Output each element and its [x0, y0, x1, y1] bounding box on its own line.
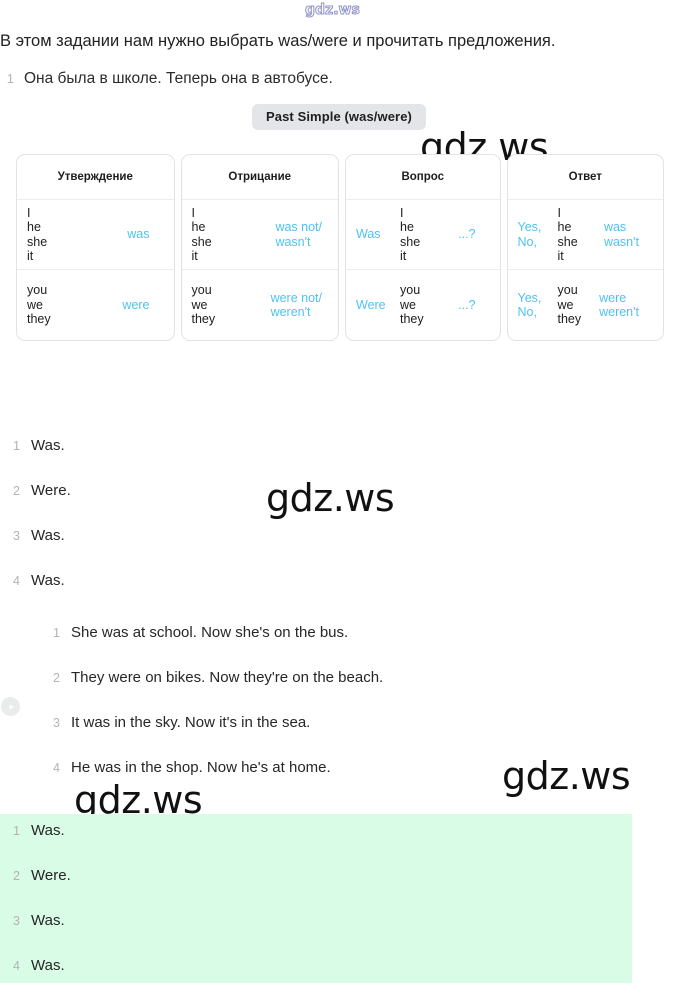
watermark-center: gdz.ws [266, 476, 395, 520]
list-item: 4 He was in the shop. Now he's at home. [48, 759, 383, 804]
yes-no-group: Yes, No, [517, 220, 542, 249]
list-item-text: Was. [31, 822, 65, 839]
list-item-number: 2 [13, 869, 20, 883]
list-item-number: 3 [53, 716, 60, 730]
grammar-header-negative: Отрицание [181, 155, 338, 200]
clipped-sentence: 1 Она была в школе. Теперь она в автобус… [0, 68, 660, 87]
list-item-number: 1 [13, 439, 20, 453]
clipped-sentence-number: 1 [6, 71, 14, 86]
auxiliary-verb: Was [356, 227, 381, 242]
grammar-cell-affirmative-plural: you we they were [17, 270, 174, 340]
list-item: 1 She was at school. Now she's on the bu… [48, 624, 383, 669]
auxiliary-verb: was not/wasn't [275, 220, 322, 249]
list-item-text: Were. [31, 482, 71, 499]
grammar-badge: Past Simple (was/were) [252, 104, 426, 130]
subject-group: you we they [191, 283, 216, 327]
list-item-text: Were. [31, 867, 71, 884]
grammar-header-question: Вопрос [346, 155, 500, 200]
watermark-top: gdz.ws [305, 2, 361, 19]
list-item-text: It was in the sky. Now it's in the sea. [71, 714, 311, 731]
list-item-text: He was in the shop. Now he's at home. [71, 759, 331, 776]
question-ellipsis: ...? [458, 227, 476, 242]
list-item-number: 1 [13, 824, 20, 838]
list-item-number: 4 [53, 761, 60, 775]
list-item-text: Was. [31, 912, 65, 929]
list-item-number: 2 [13, 484, 20, 498]
list-item: 4 Was. [8, 572, 71, 617]
list-item-text: Was. [31, 437, 65, 454]
answers-list-top: 1 Was. 2 Were. 3 Was. 4 Was. [8, 437, 71, 617]
list-item-number: 4 [13, 574, 20, 588]
list-item-text: Was. [31, 527, 65, 544]
highlighted-answer-block [0, 814, 632, 983]
grammar-cell-answer-plural: Yes, No, you we they were weren't [508, 270, 664, 340]
answers-list-bottom: 1 Was. 2 Were. 3 Was. 4 Was. [8, 822, 71, 1002]
grammar-header-affirmative: Утверждение [17, 155, 174, 200]
sentences-list: 1 She was at school. Now she's on the bu… [48, 624, 383, 804]
subject-group: you we they [557, 283, 582, 327]
auxiliary-verb: was [127, 227, 150, 242]
clipped-sentence-text: Она была в школе. Теперь она в автобусе. [24, 70, 333, 87]
list-item: 2 Were. [8, 482, 71, 527]
subject-group: you we they [27, 283, 51, 327]
list-item-number: 3 [13, 529, 20, 543]
auxiliary-verb: were not/weren't [270, 290, 322, 320]
grammar-cell-question-plural: Were you we they ...? [346, 270, 500, 340]
watermark-lower-right: gdz.ws [502, 754, 631, 798]
subject-group: you we they [400, 283, 424, 327]
list-item: 3 It was in the sky. Now it's in the sea… [48, 714, 383, 759]
auxiliary-verb: were [122, 297, 150, 312]
task-intro-text: В этом задании нам нужно выбрать was/wer… [0, 32, 556, 50]
list-item: 4 Was. [8, 957, 71, 1002]
grammar-cell-negative-plural: you we they were not/weren't [182, 270, 339, 340]
auxiliary-verb: were weren't [599, 290, 639, 320]
list-item-number: 1 [53, 626, 60, 640]
play-icon[interactable] [1, 697, 20, 716]
question-ellipsis: ...? [458, 297, 476, 312]
list-item: 2 Were. [8, 867, 71, 912]
grammar-header-answer: Ответ [507, 155, 663, 200]
list-item: 2 They were on bikes. Now they're on the… [48, 669, 383, 714]
auxiliary-verb: Were [356, 297, 386, 312]
list-item-text: She was at school. Now she's on the bus. [71, 624, 349, 641]
list-item: 1 Was. [8, 437, 71, 482]
auxiliary-verb: was wasn't [603, 220, 639, 249]
list-item-text: They were on bikes. Now they're on the b… [71, 669, 384, 686]
list-item: 1 Was. [8, 822, 71, 867]
list-item: 3 Was. [8, 527, 71, 572]
list-item-number: 4 [13, 959, 20, 973]
list-item-text: Was. [31, 572, 65, 589]
list-item-text: Was. [31, 957, 65, 974]
list-item-number: 3 [13, 914, 20, 928]
yes-no-group: Yes, No, [517, 290, 542, 320]
list-item-number: 2 [53, 671, 60, 685]
list-item: 3 Was. [8, 912, 71, 957]
